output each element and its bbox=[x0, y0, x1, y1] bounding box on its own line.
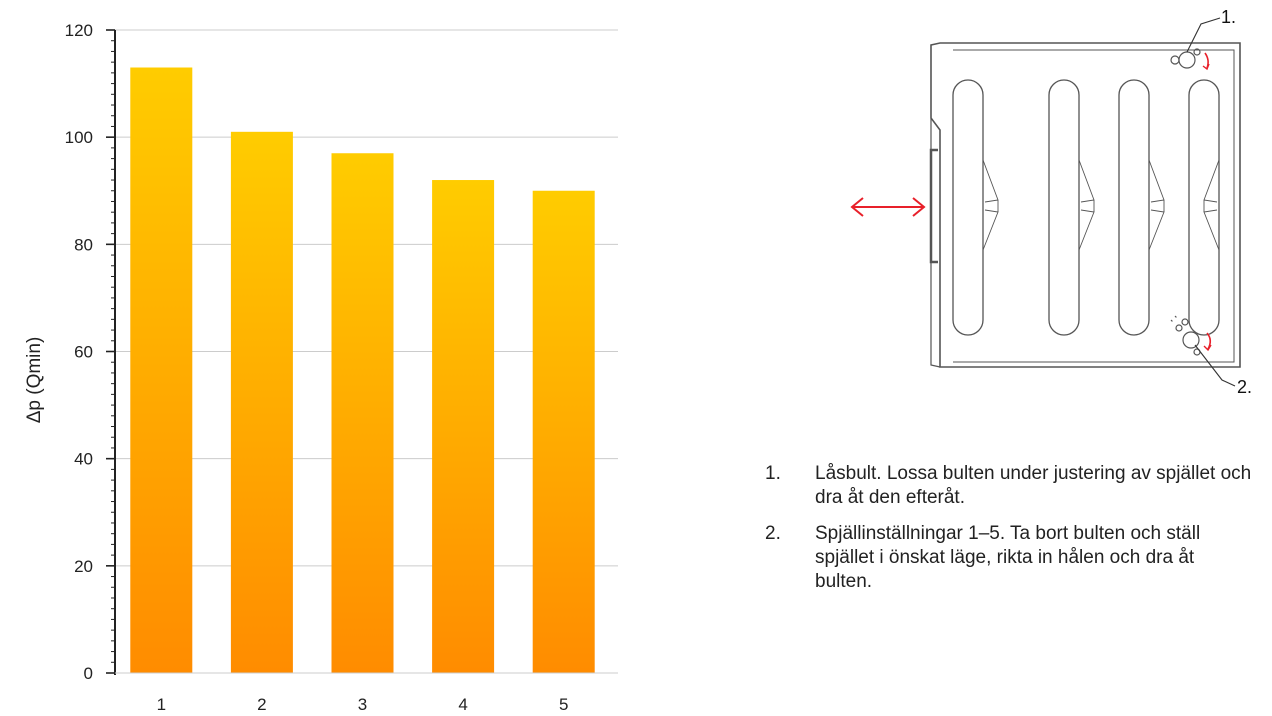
y-tick-label: 40 bbox=[74, 450, 93, 469]
callout-2: 2. bbox=[1237, 377, 1252, 397]
x-tick-label: 5 bbox=[559, 695, 568, 714]
bar bbox=[331, 153, 394, 673]
instruction-item: 1. Låsbult. Lossa bulten under justering… bbox=[765, 462, 1255, 510]
bar bbox=[432, 180, 495, 674]
y-axis-title: Δp (Qmin) bbox=[24, 337, 45, 424]
instruction-number: 1. bbox=[765, 463, 781, 484]
y-tick-label: 120 bbox=[65, 21, 93, 40]
lock-bolt-icon bbox=[1170, 48, 1210, 71]
damper-diagram: 1. 2. bbox=[850, 7, 1252, 397]
y-tick-label: 60 bbox=[74, 343, 93, 362]
setting-bolt-icon bbox=[1170, 315, 1212, 356]
x-tick-labels: 1 2 3 4 5 bbox=[157, 695, 569, 714]
x-tick-label: 4 bbox=[458, 695, 467, 714]
bar bbox=[532, 190, 595, 673]
instruction-list: 1. Låsbult. Lossa bulten under justering… bbox=[765, 462, 1255, 606]
x-tick-label: 2 bbox=[257, 695, 266, 714]
y-axis bbox=[106, 29, 618, 675]
callout-leader-2 bbox=[1194, 344, 1236, 387]
y-tick-label: 80 bbox=[74, 235, 93, 254]
bar bbox=[130, 67, 193, 674]
damper-blades bbox=[952, 79, 1220, 336]
x-tick-label: 1 bbox=[157, 695, 166, 714]
instruction-item: 2. Spjällinställningar 1–5. Ta bort bult… bbox=[765, 522, 1255, 594]
instruction-text: Spjällinställningar 1–5. Ta bort bulten … bbox=[815, 523, 1201, 592]
y-tick-labels: 0 20 40 60 80 100 120 bbox=[65, 21, 93, 683]
callout-leader-1 bbox=[1186, 17, 1221, 53]
x-tick-label: 3 bbox=[358, 695, 367, 714]
callout-1: 1. bbox=[1221, 7, 1236, 27]
y-tick-label: 100 bbox=[65, 128, 93, 147]
damper-housing bbox=[929, 42, 1241, 368]
instruction-number: 2. bbox=[765, 523, 781, 544]
bar-chart: 0 20 40 60 80 100 120 1 2 3 4 5 Δp (Qmin) bbox=[24, 21, 618, 714]
bars bbox=[130, 67, 595, 674]
movement-arrow-icon bbox=[850, 197, 926, 217]
y-tick-label: 20 bbox=[74, 557, 93, 576]
instruction-text: Låsbult. Lossa bulten under justering av… bbox=[815, 463, 1252, 508]
y-tick-label: 0 bbox=[84, 664, 93, 683]
bar bbox=[230, 131, 293, 673]
